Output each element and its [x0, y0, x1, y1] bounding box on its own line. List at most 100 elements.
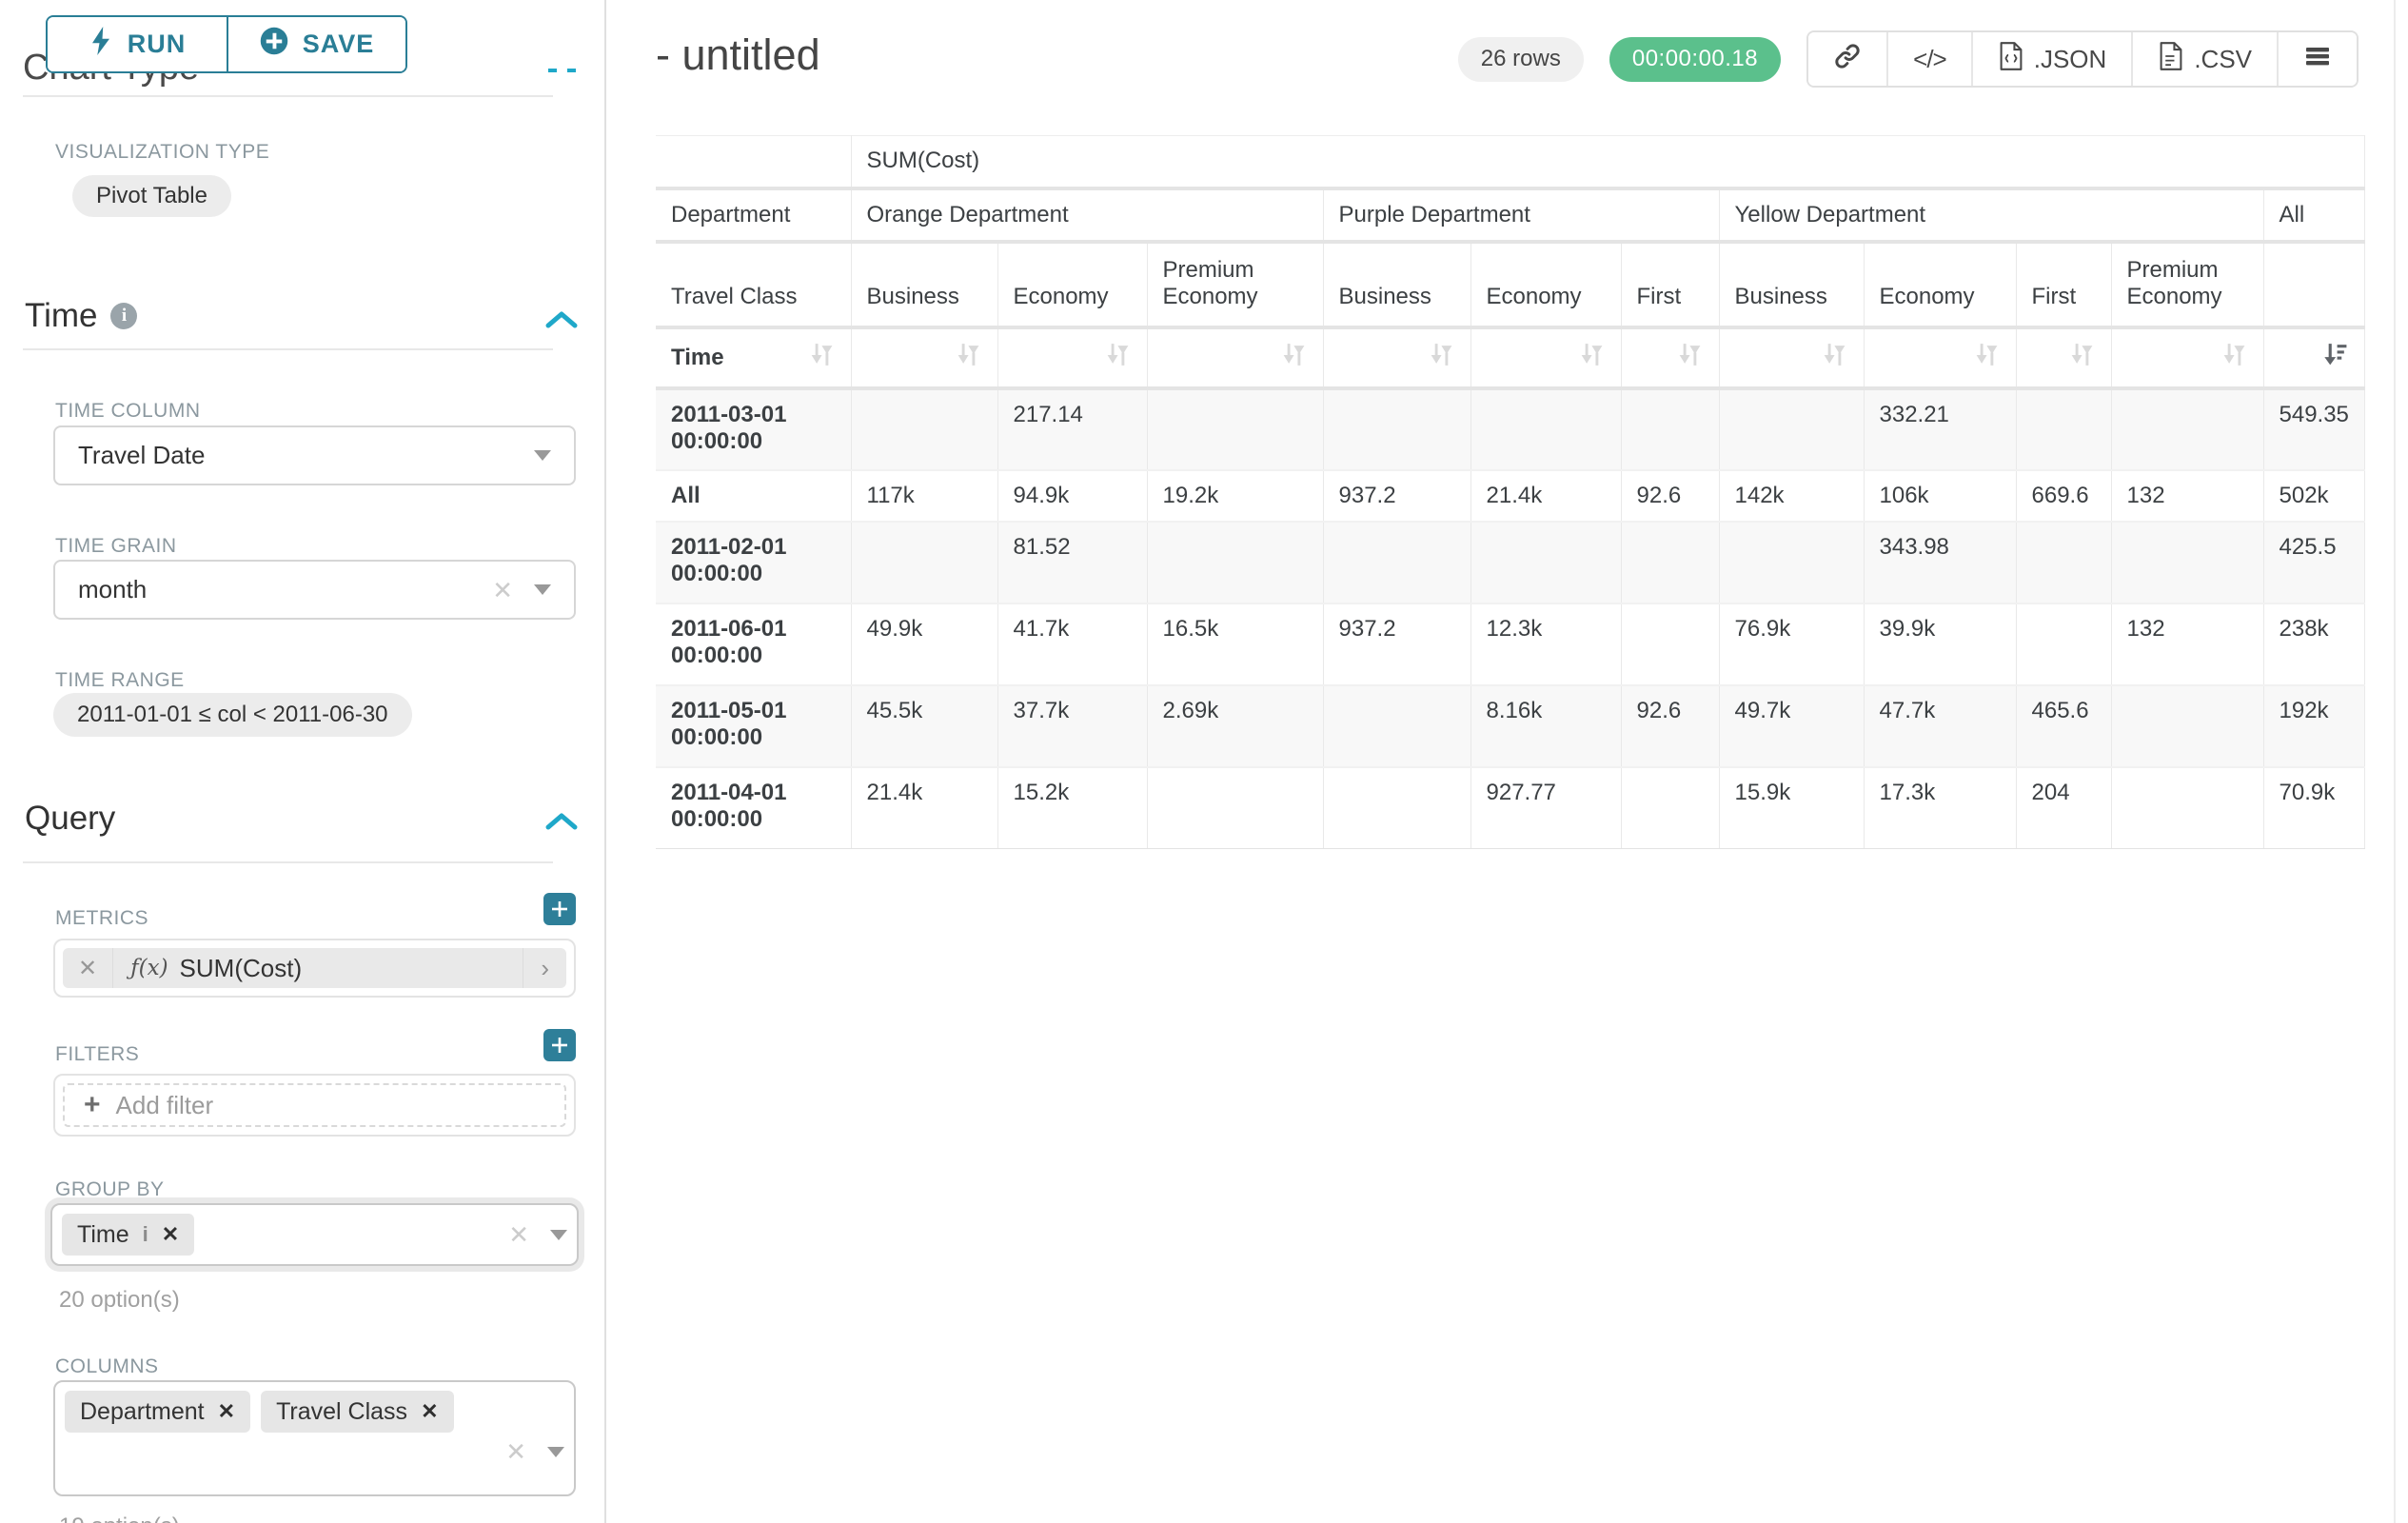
sort-icon[interactable]: [1280, 341, 1308, 375]
metrics-control: ✕ ƒ(x) SUM(Cost) ›: [53, 939, 576, 998]
table-cell: [851, 387, 998, 471]
sort-header-cell: [1719, 326, 1865, 390]
table-cell: [1470, 521, 1622, 604]
sort-icon[interactable]: [955, 341, 982, 375]
table-cell: 465.6: [2016, 684, 2112, 768]
info-icon: i: [142, 1222, 148, 1246]
clear-icon[interactable]: ✕: [508, 1220, 529, 1249]
table-cell: 132: [2111, 469, 2264, 523]
remove-chip-icon[interactable]: ✕: [161, 1222, 180, 1246]
export-json-button[interactable]: .JSON: [1970, 32, 2132, 86]
section-divider: [23, 348, 553, 350]
remove-chip-icon[interactable]: ✕: [421, 1399, 439, 1423]
embed-code-button[interactable]: </>: [1886, 32, 1971, 86]
chart-title[interactable]: - untitled: [656, 30, 820, 79]
function-icon: ƒ(x): [130, 956, 168, 980]
time-range-chip[interactable]: 2011-01-01 ≤ col < 2011-06-30: [53, 693, 412, 737]
hidden-caret-fragment: [548, 69, 557, 72]
sort-icon[interactable]: [808, 341, 836, 375]
time-section-header: Time i: [25, 297, 138, 335]
sort-icon[interactable]: [1104, 341, 1132, 375]
explore-control-panel: Chart Type RUN SAVE VISUALIZATION TYPE P…: [0, 0, 606, 1523]
column-group-header: Orange Department: [851, 188, 1324, 244]
table-cell: 192k: [2263, 684, 2365, 768]
table-cell: 37.7k: [997, 684, 1148, 768]
table-cell: [2111, 766, 2264, 849]
remove-metric-icon[interactable]: ✕: [63, 948, 114, 988]
table-cell: 238k: [2263, 603, 2365, 686]
time-column-select[interactable]: Travel Date: [53, 425, 576, 485]
add-metric-button[interactable]: [543, 893, 576, 925]
sort-icon[interactable]: [1973, 341, 2001, 375]
chevron-up-icon[interactable]: [544, 309, 579, 330]
table-cell: [851, 521, 998, 604]
section-divider: [23, 95, 553, 97]
group-by-select[interactable]: Time i ✕ ✕: [50, 1203, 579, 1266]
table-row: 2011-06-01 00:00:00 49.9k 41.7k 16.5k 937.2…: [656, 603, 2365, 686]
table-cell: [1147, 766, 1324, 849]
selected-option-chip[interactable]: Time i ✕: [62, 1214, 195, 1256]
columns-select[interactable]: Department ✕ Travel Class ✕ ✕: [53, 1380, 576, 1496]
table-cell: 41.7k: [997, 603, 1148, 686]
chevron-right-icon[interactable]: ›: [523, 948, 566, 988]
sort-icon[interactable]: [1821, 341, 1848, 375]
table-cell: 8.16k: [1470, 684, 1622, 768]
sort-icon[interactable]: [2068, 341, 2096, 375]
export-csv-button[interactable]: .CSV: [2131, 32, 2277, 86]
metrics-label: METRICS: [55, 907, 148, 929]
row-count-badge: 26 rows: [1457, 36, 1584, 82]
table-cell: [1719, 387, 1865, 471]
table-cell: 45.5k: [851, 684, 998, 768]
info-icon: i: [110, 303, 138, 329]
table-cell: 425.5: [2263, 521, 2365, 604]
column-sub-header: First: [2016, 241, 2112, 329]
sort-icon[interactable]: [1676, 341, 1704, 375]
table-row: 2011-02-01 00:00:00 81.52 343.98 425.5: [656, 521, 2365, 604]
clear-icon[interactable]: ✕: [505, 1437, 526, 1466]
table-cell: [1147, 387, 1324, 471]
sort-desc-active-icon[interactable]: [2321, 341, 2349, 375]
table-cell: 17.3k: [1864, 766, 2017, 849]
sort-icon[interactable]: [2220, 341, 2248, 375]
viz-type-chip[interactable]: Pivot Table: [72, 175, 231, 217]
sort-header-cell: [997, 326, 1148, 390]
selected-option-chip[interactable]: Department ✕: [65, 1391, 251, 1433]
table-cell: 343.98: [1864, 521, 2017, 604]
sort-icon[interactable]: [1578, 341, 1606, 375]
chevron-up-icon[interactable]: [544, 811, 579, 832]
table-cell: 49.7k: [1719, 684, 1865, 768]
bolt-icon: [89, 27, 113, 62]
sort-icon[interactable]: [1428, 341, 1455, 375]
clear-icon[interactable]: ✕: [492, 575, 513, 604]
table-row: 2011-04-01 00:00:00 21.4k 15.2k 927.77 15.9…: [656, 766, 2365, 849]
add-filter-plus-button[interactable]: [543, 1029, 576, 1061]
menu-button[interactable]: [2277, 32, 2357, 86]
copy-link-button[interactable]: [1808, 32, 1887, 86]
table-cell: 669.6: [2016, 469, 2112, 523]
dept-row-label: Department: [656, 188, 852, 244]
time-range-label: TIME RANGE: [55, 669, 185, 691]
selected-option-chip[interactable]: Travel Class ✕: [261, 1391, 454, 1433]
time-grain-select[interactable]: month ✕: [53, 560, 576, 620]
json-file-icon: [1998, 41, 2024, 77]
table-cell: [1323, 684, 1471, 768]
table-cell: [1470, 387, 1622, 471]
csv-file-icon: [2158, 41, 2184, 77]
chevron-down-icon: [534, 584, 551, 595]
table-cell: 937.2: [1323, 469, 1471, 523]
scrollbar[interactable]: [2394, 0, 2396, 1523]
table-cell: 76.9k: [1719, 603, 1865, 686]
save-button[interactable]: SAVE: [227, 17, 405, 71]
chart-header: - untitled 26 rows 00:00:00.18 </>: [656, 0, 2408, 114]
table-cell: 21.4k: [1470, 469, 1622, 523]
column-sub-header: Business: [1719, 241, 1865, 329]
table-cell: [2016, 603, 2112, 686]
hidden-caret-fragment: [567, 69, 576, 72]
table-cell: 117k: [851, 469, 998, 523]
run-button[interactable]: RUN: [48, 17, 227, 71]
metric-pill[interactable]: ✕ ƒ(x) SUM(Cost) ›: [63, 948, 566, 988]
remove-chip-icon[interactable]: ✕: [217, 1399, 236, 1423]
add-filter-dropzone[interactable]: + Add filter: [63, 1083, 566, 1127]
table-cell: 15.9k: [1719, 766, 1865, 849]
table-cell: 81.52: [997, 521, 1148, 604]
